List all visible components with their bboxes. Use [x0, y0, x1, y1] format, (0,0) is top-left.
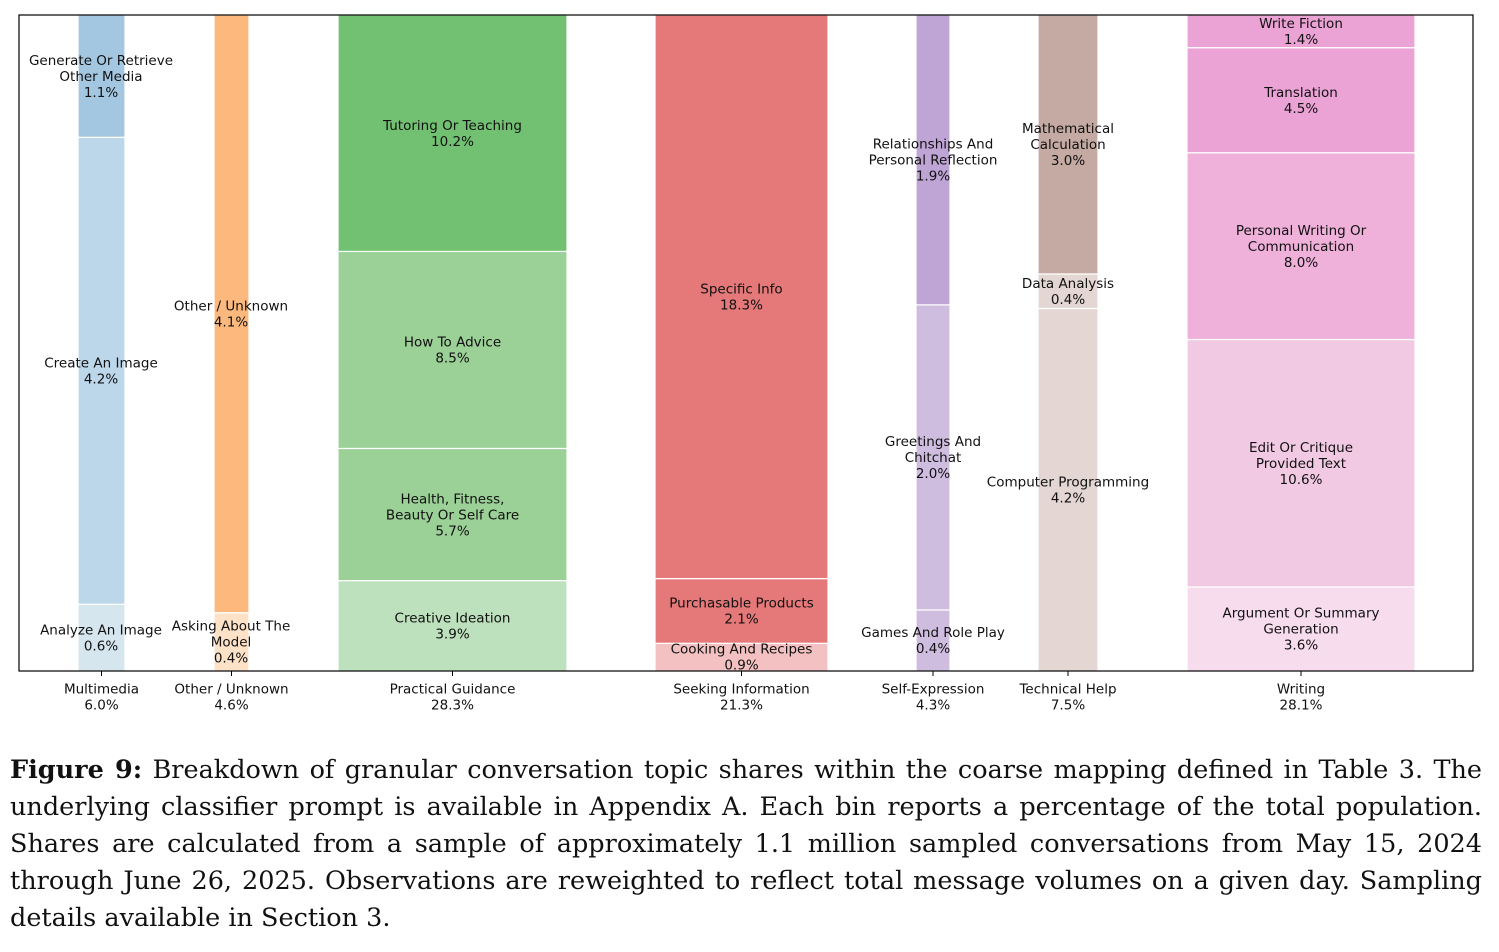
plot-frame — [18, 14, 1474, 672]
x-ticks-layer: Multimedia 6.0% Other / Unknown 4.6% Practic… — [64, 671, 1325, 714]
segment-label-generate-or-retrieve-other-media: Generate Or Retrieve Other Media 1.1% — [29, 53, 173, 101]
x-tick-label-multimedia: Multimedia 6.0% — [64, 682, 139, 714]
bar-segment-personal-writing-or-communication — [1186, 152, 1416, 341]
bar-segment-mathematical-calculation — [1037, 14, 1099, 275]
segment-label-health-fitness-beauty-or-self-care: Health, Fitness, Beauty Or Self Care 5.7% — [386, 491, 519, 539]
bar-segment-cooking-and-recipes — [654, 642, 829, 672]
segment-labels-layer: Analyze An Image 0.6% Create An Image 4.2% G… — [29, 16, 1380, 674]
x-tick-label-seeking-information: Seeking Information 21.3% — [673, 682, 809, 714]
figure-caption: Figure 9: Breakdown of granular conversa… — [10, 752, 1482, 937]
caption-text: Breakdown of granular conversation topic… — [10, 755, 1482, 933]
x-tick-label-self-expression: Self-Expression 4.3% — [882, 682, 985, 714]
segment-label-purchasable-products: Purchasable Products 2.1% — [669, 596, 813, 628]
bar-segment-specific-info — [654, 14, 829, 580]
bar-segment-create-an-image — [77, 136, 126, 605]
segment-label-personal-writing-or-communication: Personal Writing Or Communication 8.0% — [1236, 223, 1367, 271]
segment-label-relationships-and-personal-reflection: Relationships And Personal Reflection 1.9% — [869, 137, 998, 185]
segment-label-specific-info: Specific Info 18.3% — [700, 282, 782, 314]
segment-label-argument-or-summary-generation: Argument Or Summary Generation 3.6% — [1223, 606, 1380, 654]
segment-label-games-and-role-play: Games And Role Play 0.4% — [861, 625, 1005, 657]
segment-label-translation: Translation 4.5% — [1263, 85, 1338, 117]
segment-label-creative-ideation: Creative Ideation 3.9% — [395, 611, 511, 643]
bar-segment-tutoring-or-teaching — [337, 14, 568, 253]
bar-segment-analyze-an-image — [77, 603, 126, 672]
segment-label-create-an-image: Create An Image 4.2% — [44, 356, 158, 388]
bar-segment-write-fiction — [1186, 14, 1416, 49]
x-tick-label-technical-help: Technical Help 7.5% — [1018, 682, 1116, 714]
segment-label-cooking-and-recipes: Cooking And Recipes 0.9% — [671, 642, 813, 674]
segment-label-data-analysis: Data Analysis 0.4% — [1022, 276, 1114, 308]
stacked-topic-chart: Analyze An Image 0.6% Create An Image 4.2% G… — [18, 14, 1474, 714]
segment-label-write-fiction: Write Fiction 1.4% — [1259, 16, 1343, 48]
segment-label-other-unknown: Other / Unknown 4.1% — [174, 299, 288, 331]
caption-label: Figure 9: — [10, 755, 143, 785]
bar-segment-computer-programming — [1037, 307, 1099, 672]
bar-segment-creative-ideation — [337, 579, 568, 672]
x-tick-label-writing: Writing 28.1% — [1277, 682, 1325, 714]
segment-label-mathematical-calculation: Mathematical Calculation 3.0% — [1022, 121, 1114, 169]
segment-label-greetings-and-chitchat: Greetings And Chitchat 2.0% — [885, 434, 981, 482]
bar-segment-health-fitness-beauty-or-self-care — [337, 447, 568, 582]
bar-segment-argument-or-summary-generation — [1186, 586, 1416, 672]
segment-label-tutoring-or-teaching: Tutoring Or Teaching 10.2% — [382, 118, 522, 150]
bar-segment-data-analysis — [1037, 273, 1099, 310]
x-tick-label-practical-guidance: Practical Guidance 28.3% — [390, 682, 516, 714]
bar-segment-edit-or-critique-provided-text — [1186, 338, 1416, 588]
chart-area: Analyze An Image 0.6% Create An Image 4.2% G… — [18, 14, 1474, 714]
bar-segment-other-unknown — [213, 14, 250, 614]
segment-label-analyze-an-image: Analyze An Image 0.6% — [40, 622, 162, 654]
segment-label-computer-programming: Computer Programming 4.2% — [987, 474, 1149, 506]
bars-layer — [77, 14, 1416, 672]
segment-label-asking-about-the-model: Asking About The Model 0.4% — [172, 619, 291, 667]
bar-segment-how-to-advice — [337, 250, 568, 450]
segment-label-how-to-advice: How To Advice 8.5% — [404, 335, 501, 367]
bar-segment-purchasable-products — [654, 578, 829, 644]
bar-segment-relationships-and-personal-reflection — [915, 14, 951, 306]
bar-segment-asking-about-the-model — [213, 612, 250, 672]
segment-label-edit-or-critique-provided-text: Edit Or Critique Provided Text 10.6% — [1249, 440, 1353, 488]
x-tick-label-other-unknown: Other / Unknown 4.6% — [174, 682, 288, 714]
